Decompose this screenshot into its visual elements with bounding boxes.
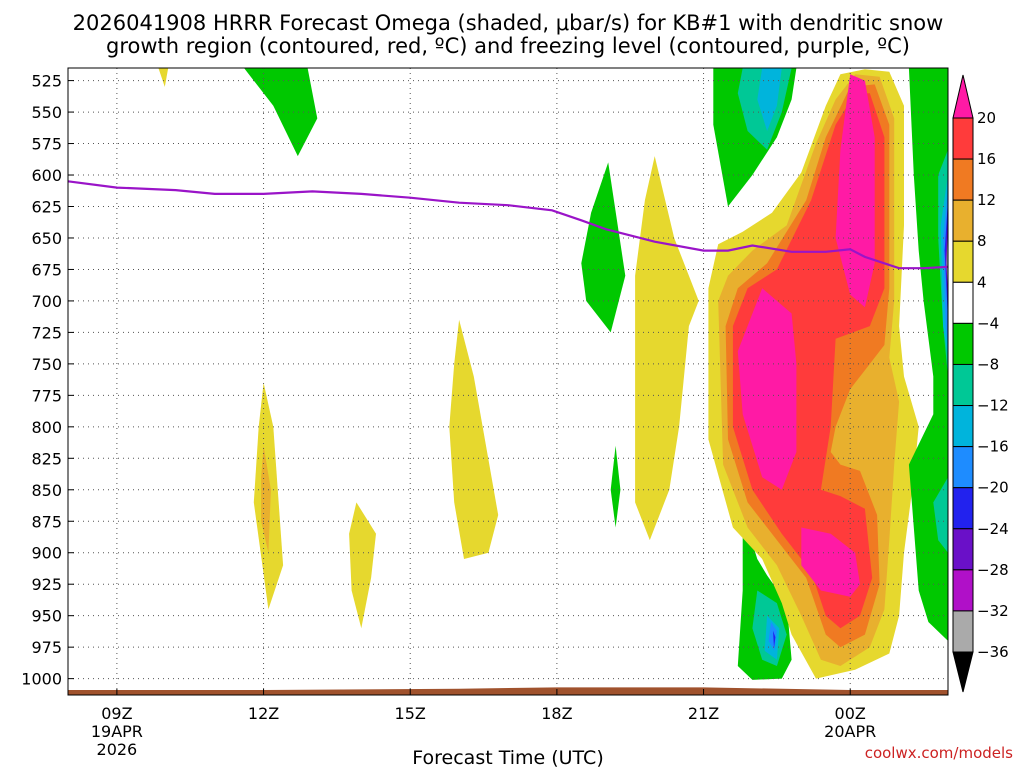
plot-gridlines: [68, 68, 948, 695]
omega-region-green-19z: [581, 162, 626, 333]
y-tick-label: 950: [31, 607, 62, 626]
y-tick-label: 925: [31, 575, 62, 594]
freezing-level-contour: [67, 180, 949, 270]
colorbar-label: −16: [977, 438, 1009, 456]
omega-region-navy-bottom-22z: [773, 630, 776, 649]
x-tick-label: 15Z: [395, 704, 426, 723]
x-tick-label: 21Z: [688, 704, 719, 723]
y-tick-label: 525: [31, 72, 62, 91]
colorbar-swatch: [952, 528, 974, 571]
surface-ground: [68, 687, 948, 695]
omega-region-blue-bottom-22z: [768, 622, 777, 651]
colorbar-bottom-arrow: [952, 651, 974, 693]
y-tick-label: 900: [31, 544, 62, 563]
omega-region-magenta-low: [737, 288, 797, 490]
colorbar-swatch: [952, 569, 974, 612]
omega-region-cyan-top-22z: [757, 68, 782, 131]
colorbar-label: −4: [977, 314, 999, 332]
omega-region-yellow-16z: [449, 319, 499, 559]
colorbar-label: 20: [977, 109, 996, 127]
y-tick-label: 700: [31, 292, 62, 311]
omega-colorbar: 20 16 12 8 4 −4 −8 −12 −16 −20 −24 −28 −32 −36: [952, 74, 1009, 693]
x-tick-label: 18Z: [541, 704, 572, 723]
y-tick-label: 750: [31, 355, 62, 374]
x-axis-title: Forecast Time (UTC): [412, 747, 603, 768]
y-tick-label: 575: [31, 135, 62, 154]
colorbar-label: −36: [977, 643, 1009, 661]
colorbar-swatch: [952, 322, 974, 365]
y-tick-label: 600: [31, 166, 62, 185]
omega-region-teal-right-low: [933, 477, 948, 553]
colorbar-label: −20: [977, 479, 1009, 497]
y-tick-label: 850: [31, 481, 62, 500]
colorbar-swatch: [952, 363, 974, 407]
plot-frame: [67, 67, 949, 696]
y-tick-label: 650: [31, 229, 62, 248]
colorbar-swatch: [952, 610, 974, 653]
y-tick-label: 550: [31, 103, 62, 122]
y-tick-label: 975: [31, 638, 62, 657]
omega-region-green-small-19z: [610, 445, 621, 528]
omega-region-orange-12z-core: [261, 445, 271, 553]
surface-terrain: [68, 687, 948, 695]
colorbar-swatch: [952, 158, 974, 201]
colorbar-label: 16: [977, 150, 996, 168]
colorbar-label: −32: [977, 602, 1009, 620]
omega-region-green-top-12z: [244, 68, 318, 157]
colorbar-label: −12: [977, 397, 1009, 415]
colorbar-label: 8: [977, 232, 987, 250]
omega-region-yellow-top-10z: [158, 68, 169, 87]
colorbar-label: −28: [977, 561, 1009, 579]
y-tick-label: 1000: [21, 670, 62, 689]
y-tick-label: 875: [31, 512, 62, 531]
pressure-axis: 525 550 575 600 625 650 675 700 725 750 775 800 825 8…: [21, 72, 74, 689]
y-tick-label: 675: [31, 260, 62, 279]
y-tick-label: 825: [31, 449, 62, 468]
colorbar-swatch: [952, 281, 974, 324]
freezing-level-line: [67, 180, 949, 270]
site-credit[interactable]: coolwx.com/models: [865, 744, 1013, 762]
colorbar-swatch: [952, 199, 974, 242]
colorbar-swatch: [952, 446, 974, 489]
y-tick-label: 800: [31, 418, 62, 437]
x-tick-year-label: 2026: [97, 740, 138, 759]
colorbar-label: 4: [977, 273, 987, 291]
colorbar-label: −8: [977, 355, 999, 373]
omega-region-yellow-20z: [635, 156, 699, 541]
colorbar-swatch: [952, 487, 974, 530]
colorbar-swatch: [952, 240, 974, 283]
x-tick-label: 12Z: [248, 704, 279, 723]
omega-region-yellow-14z: [349, 502, 376, 629]
colorbar-top-arrow: [952, 74, 974, 119]
omega-shaded-regions: [158, 68, 948, 680]
x-tick-date-label: 20APR: [824, 722, 876, 741]
x-tick-date-label: 19APR: [91, 722, 143, 741]
y-tick-label: 725: [31, 323, 62, 342]
colorbar-label: 12: [977, 191, 996, 209]
x-tick-label: 09Z: [101, 704, 132, 723]
chart-title-line-1: 2026041908 HRRR Forecast Omega (shaded, …: [73, 11, 944, 35]
y-tick-label: 625: [31, 197, 62, 216]
colorbar-swatch: [952, 117, 974, 160]
chart-title-line-2: growth region (contoured, red, ºC) and f…: [106, 34, 910, 58]
colorbar-swatch: [952, 405, 974, 448]
x-tick-label: 00Z: [835, 704, 866, 723]
colorbar-label: −24: [977, 520, 1009, 538]
y-tick-label: 775: [31, 386, 62, 405]
omega-region-magenta-bottom: [801, 527, 860, 597]
